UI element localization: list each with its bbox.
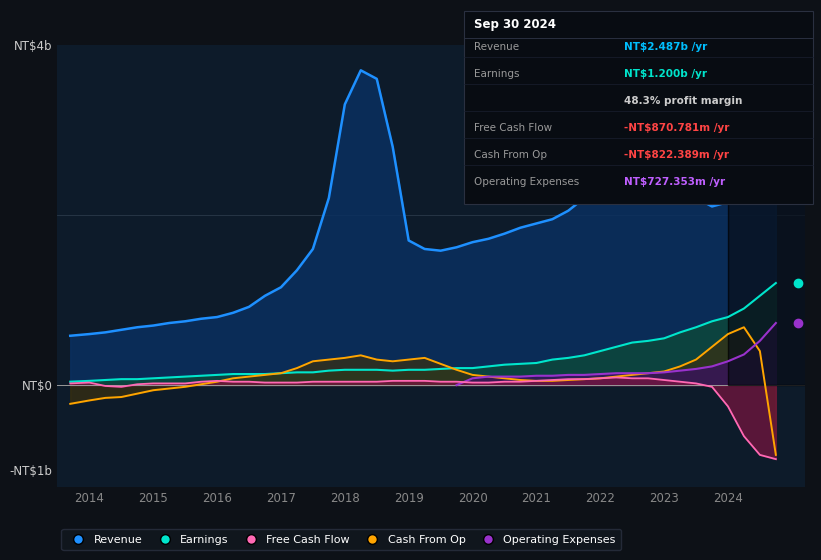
- Text: Sep 30 2024: Sep 30 2024: [474, 18, 556, 31]
- Text: Earnings: Earnings: [474, 69, 519, 80]
- Text: NT$1.200b /yr: NT$1.200b /yr: [624, 69, 707, 80]
- Legend: Revenue, Earnings, Free Cash Flow, Cash From Op, Operating Expenses: Revenue, Earnings, Free Cash Flow, Cash …: [62, 529, 621, 550]
- FancyBboxPatch shape: [728, 45, 821, 385]
- Text: -NT$870.781m /yr: -NT$870.781m /yr: [624, 123, 729, 133]
- Text: NT$727.353m /yr: NT$727.353m /yr: [624, 177, 725, 187]
- Text: Revenue: Revenue: [474, 43, 519, 53]
- Text: Cash From Op: Cash From Op: [474, 150, 547, 160]
- Text: Free Cash Flow: Free Cash Flow: [474, 123, 552, 133]
- Text: 48.3% profit margin: 48.3% profit margin: [624, 96, 742, 106]
- Text: Operating Expenses: Operating Expenses: [474, 177, 579, 187]
- Text: -NT$822.389m /yr: -NT$822.389m /yr: [624, 150, 729, 160]
- Text: NT$2.487b /yr: NT$2.487b /yr: [624, 43, 707, 53]
